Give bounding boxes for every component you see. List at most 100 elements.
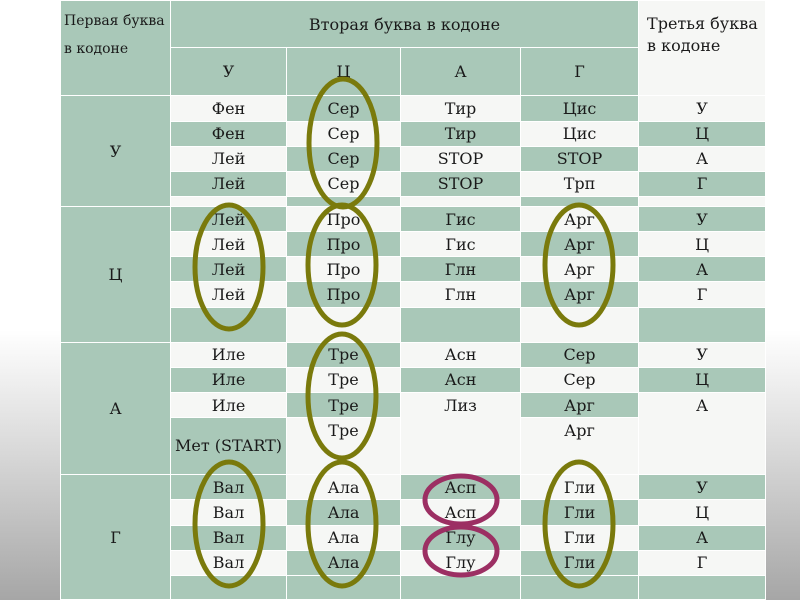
codon-cell: Глу bbox=[400, 524, 521, 551]
codon-cell: Иле bbox=[170, 341, 287, 368]
codon-cell: Тре bbox=[286, 341, 401, 368]
spacer-cell bbox=[170, 306, 287, 343]
spacer-cell bbox=[400, 574, 521, 600]
third-base-label: У bbox=[638, 341, 767, 368]
codon-cell: Сер bbox=[286, 145, 401, 172]
second-base-header: Ц bbox=[286, 47, 401, 97]
codon-cell: Тре bbox=[286, 366, 401, 393]
second-base-header: У bbox=[170, 47, 287, 97]
first-base-label: Г bbox=[60, 474, 171, 600]
third-base-label: Г bbox=[638, 170, 767, 197]
spacer-cell bbox=[400, 306, 521, 343]
codon-cell: STOP bbox=[400, 145, 521, 172]
spacer-cell bbox=[638, 306, 767, 343]
first-base-label: А bbox=[60, 341, 171, 476]
codon-cell: Лиз bbox=[400, 391, 521, 476]
codon-cell: Вал bbox=[170, 499, 287, 526]
first-base-label: У bbox=[60, 95, 171, 208]
second-base-header: Г bbox=[519, 47, 640, 97]
codon-cell: Фен bbox=[170, 95, 287, 122]
codon-cell: Про bbox=[286, 206, 401, 233]
spacer-cell bbox=[519, 574, 640, 600]
third-base-label: У bbox=[638, 95, 767, 122]
first-base-label: Ц bbox=[60, 206, 171, 343]
codon-cell: Про bbox=[286, 231, 401, 258]
codon-cell: Тир bbox=[400, 95, 521, 122]
third-base-label: Ц bbox=[638, 120, 767, 147]
codon-cell: Фен bbox=[170, 120, 287, 147]
second-base-header: А bbox=[400, 47, 521, 97]
codon-cell: STOP bbox=[519, 145, 640, 172]
second-letter-header: Вторая буква в кодоне bbox=[169, 0, 640, 49]
spacer-cell bbox=[638, 574, 767, 600]
codon-cell: Сер bbox=[286, 95, 401, 122]
third-letter-header: Третья буква в кодоне bbox=[638, 0, 767, 97]
codon-cell: Лей bbox=[170, 256, 287, 283]
third-base-label: Ц bbox=[638, 366, 767, 393]
codon-cell: Тир bbox=[400, 120, 521, 147]
spacer-cell bbox=[286, 306, 401, 343]
third-base-label: А bbox=[638, 256, 767, 283]
spacer-cell bbox=[638, 195, 767, 208]
codon-cell: Вал bbox=[170, 524, 287, 551]
codon-cell: Арг bbox=[519, 231, 640, 258]
first-letter-header: Первая буква в кодоне bbox=[60, 0, 171, 97]
codon-cell: Трп bbox=[519, 170, 640, 197]
codon-cell: Гли bbox=[519, 499, 640, 526]
third-base-label: Г bbox=[638, 281, 767, 308]
codon-cell: STOP bbox=[400, 170, 521, 197]
codon-cell: Цис bbox=[519, 120, 640, 147]
spacer-cell bbox=[519, 195, 640, 208]
codon-cell: Тре bbox=[286, 391, 401, 419]
codon-cell: Иле bbox=[170, 391, 287, 419]
third-base-label: У bbox=[638, 474, 767, 501]
codon-cell: Ала bbox=[286, 499, 401, 526]
codon-cell: Арг bbox=[519, 281, 640, 308]
codon-cell: Лей bbox=[170, 231, 287, 258]
third-base-label: Г bbox=[638, 549, 767, 576]
codon-cell: Асн bbox=[400, 366, 521, 393]
third-base-label: А bbox=[638, 145, 767, 172]
codon-cell: Сер bbox=[519, 341, 640, 368]
codon-cell: Цис bbox=[519, 95, 640, 122]
codon-cell: Мет (START) bbox=[170, 417, 287, 476]
spacer-cell bbox=[286, 195, 401, 208]
third-base-label: У bbox=[638, 206, 767, 233]
codon-cell: Ала bbox=[286, 524, 401, 551]
codon-cell: Лей bbox=[170, 170, 287, 197]
codon-cell: Асп bbox=[400, 499, 521, 526]
codon-cell: Про bbox=[286, 256, 401, 283]
codon-cell: Гли bbox=[519, 549, 640, 576]
codon-cell: Лей bbox=[170, 281, 287, 308]
codon-cell: Ала bbox=[286, 549, 401, 576]
codon-table: Первая буква в кодоне Вторая буква в код… bbox=[60, 0, 767, 600]
codon-cell: Арг bbox=[519, 256, 640, 283]
third-base-label: А bbox=[638, 524, 767, 551]
codon-cell: Иле bbox=[170, 366, 287, 393]
codon-cell: Гис bbox=[400, 206, 521, 233]
codon-cell: Асп bbox=[400, 474, 521, 501]
spacer-cell bbox=[400, 195, 521, 208]
codon-cell: Лей bbox=[170, 145, 287, 172]
codon-cell: Глн bbox=[400, 256, 521, 283]
codon-cell: Сер bbox=[286, 120, 401, 147]
third-base-label: Ц bbox=[638, 499, 767, 526]
codon-cell: Про bbox=[286, 281, 401, 308]
codon-cell: Сер bbox=[286, 170, 401, 197]
codon-cell: Глн bbox=[400, 281, 521, 308]
spacer-cell bbox=[170, 195, 287, 208]
spacer-cell bbox=[519, 306, 640, 343]
third-base-label: А bbox=[638, 391, 767, 476]
codon-cell: Вал bbox=[170, 549, 287, 576]
codon-cell: Арг bbox=[519, 417, 640, 476]
codon-cell: Арг bbox=[519, 206, 640, 233]
spacer-cell bbox=[170, 574, 287, 600]
codon-cell: Лей bbox=[170, 206, 287, 233]
codon-cell: Гли bbox=[519, 524, 640, 551]
codon-cell: Глу bbox=[400, 549, 521, 576]
codon-cell: Тре bbox=[286, 417, 401, 476]
codon-cell: Ала bbox=[286, 474, 401, 501]
codon-cell: Асн bbox=[400, 341, 521, 368]
spacer-cell bbox=[286, 574, 401, 600]
third-base-label: Ц bbox=[638, 231, 767, 258]
